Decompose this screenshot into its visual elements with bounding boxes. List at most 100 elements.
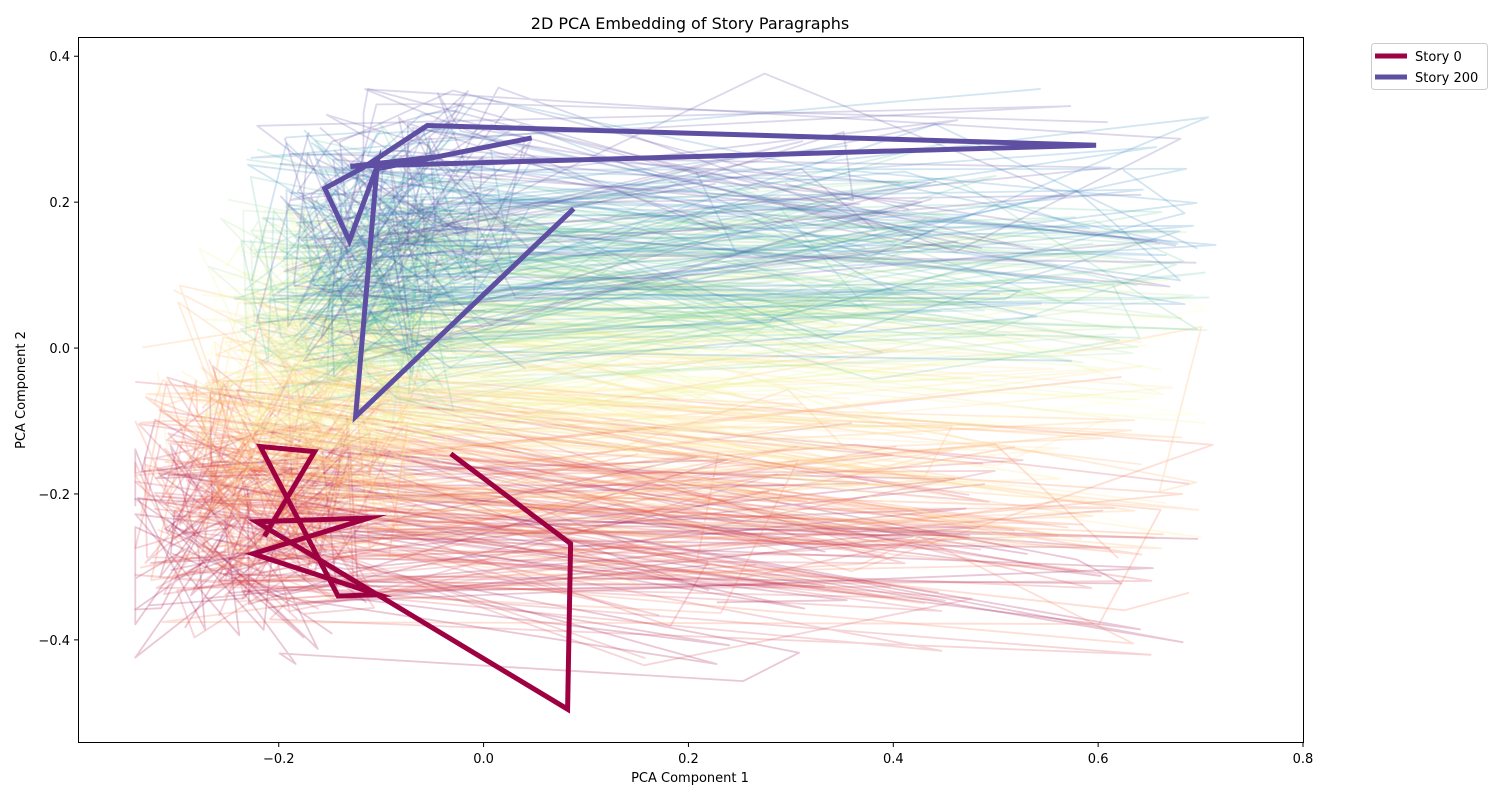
background-story-line (258, 304, 1203, 493)
background-story-line (257, 184, 409, 350)
background-story-line (214, 342, 1167, 504)
background-story-line (249, 344, 1056, 514)
background-story-line (267, 314, 421, 500)
x-tick-label: 0.6 (1088, 752, 1109, 767)
background-story-line (279, 226, 1121, 381)
background-story-line (237, 207, 909, 379)
background-story-line (299, 175, 1167, 326)
background-story-line (376, 215, 1084, 364)
background-story-line (295, 219, 1185, 412)
background-story-line (209, 391, 1123, 585)
background-story-line (265, 219, 680, 372)
background-story-line (134, 444, 266, 611)
background-story-line (185, 384, 970, 575)
y-tick-label: 0.0 (49, 342, 70, 357)
background-story-line (294, 167, 1188, 369)
background-story-line (217, 382, 1162, 550)
background-story-line (199, 233, 1020, 416)
x-tick-label: 0.8 (1293, 752, 1314, 767)
background-story-line (248, 249, 1019, 377)
highlighted-series (244, 122, 1097, 714)
background-story-line (166, 480, 305, 639)
background-story-line (139, 419, 1184, 601)
background-story-line (284, 296, 426, 495)
y-axis-label: PCA Component 2 (14, 331, 29, 449)
background-story-line (218, 299, 776, 468)
background-story-line (158, 418, 996, 628)
background-story-line (312, 123, 959, 305)
y-tick-label: 0.4 (49, 50, 70, 65)
background-story-line (201, 386, 1202, 539)
background-story-line (170, 525, 274, 631)
background-story-line (142, 327, 1200, 511)
background-story-line (217, 413, 946, 602)
background-story-line (172, 450, 826, 594)
background-story-line (200, 314, 932, 511)
background-story-line (219, 180, 678, 377)
background-story-line (216, 308, 893, 475)
background-story-line (134, 539, 800, 682)
background-story-line (266, 294, 807, 451)
background-story-line (294, 176, 926, 336)
background-story-line (243, 271, 746, 465)
background-story-line (222, 269, 413, 448)
y-tick-label: −0.4 (38, 634, 70, 649)
background-story-line (144, 370, 1119, 559)
background-story-line (237, 407, 926, 605)
background-story-line (179, 392, 1136, 540)
background-story-line (322, 271, 916, 451)
background-story-line (250, 88, 1198, 281)
background-story-line (221, 272, 1005, 452)
background-story-line (158, 409, 1010, 587)
chart-title: 2D PCA Embedding of Story Paragraphs (531, 14, 849, 33)
background-story-line (134, 490, 770, 626)
background-story-line (134, 508, 1152, 656)
background-story-line (155, 436, 1153, 589)
background-story-line (279, 137, 463, 297)
background-story-line (254, 224, 1030, 370)
background-story-line (240, 203, 429, 363)
background-story-line (206, 364, 705, 498)
background-story-line (165, 422, 1190, 505)
background-story-line (161, 499, 1162, 627)
background-story-line (267, 167, 931, 302)
background-story-line (231, 281, 1115, 445)
background-story-line (312, 124, 1198, 324)
background-story-line (317, 165, 1217, 324)
background-story-line (201, 285, 1106, 475)
background-story-lines (134, 72, 1217, 682)
background-story-line (187, 450, 943, 612)
x-tick-label: 0.2 (678, 752, 699, 767)
background-story-line (245, 212, 422, 333)
background-story-line (140, 418, 710, 592)
background-story-line (264, 272, 1201, 442)
background-story-line (337, 196, 985, 354)
x-tick-label: 0.0 (473, 752, 494, 767)
background-story-line (197, 349, 962, 528)
background-story-line (249, 239, 1001, 406)
background-story-line (212, 395, 1093, 552)
background-story-line (309, 152, 470, 347)
background-story-line (159, 469, 369, 578)
background-story-line (191, 366, 1143, 587)
legend: Story 0 Story 200 (1371, 43, 1488, 90)
background-story-line (247, 306, 433, 451)
background-story-line (339, 307, 536, 339)
background-story-line (144, 415, 323, 567)
background-story-line (251, 242, 365, 425)
background-story-line (255, 132, 1158, 324)
background-story-line (285, 188, 1072, 362)
background-story-line (134, 381, 1084, 526)
background-story-line (299, 181, 427, 304)
background-story-line (169, 483, 1154, 650)
x-axis-ticks: −0.2 0.0 0.2 0.4 0.6 0.8 (263, 742, 1313, 767)
background-story-line (255, 303, 1117, 404)
background-story-line (254, 312, 762, 492)
background-story-line (251, 278, 739, 469)
background-story-line (156, 306, 373, 501)
background-story-line (253, 346, 1143, 461)
background-story-line (193, 456, 1077, 572)
background-story-line (255, 367, 953, 540)
legend-label: Story 0 (1415, 50, 1462, 65)
